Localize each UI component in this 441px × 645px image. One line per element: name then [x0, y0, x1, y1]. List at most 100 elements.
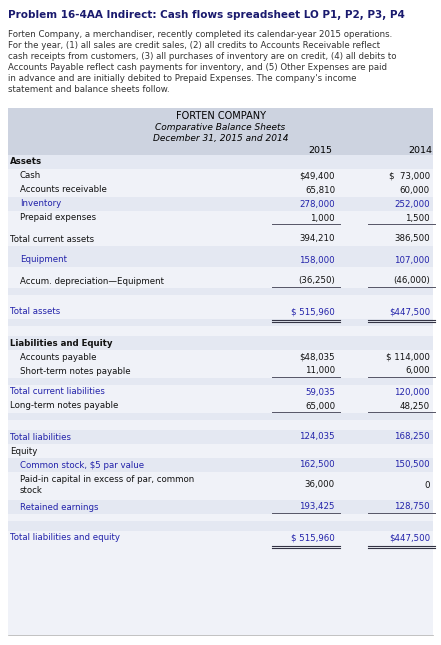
Text: stock: stock [20, 486, 43, 495]
Text: December 31, 2015 and 2014: December 31, 2015 and 2014 [153, 134, 288, 143]
Bar [8, 288, 433, 295]
Bar [8, 305, 433, 319]
Text: 394,210: 394,210 [299, 235, 335, 244]
Text: Total liabilities and equity: Total liabilities and equity [10, 533, 120, 542]
Text: 2014: 2014 [408, 146, 432, 155]
Text: 60,000: 60,000 [400, 186, 430, 195]
Bar [8, 444, 433, 458]
Text: Total current assets: Total current assets [10, 235, 94, 244]
Text: (46,000): (46,000) [393, 277, 430, 286]
Text: Accounts Payable reflect cash payments for inventory, and (5) Other Expenses are: Accounts Payable reflect cash payments f… [8, 63, 387, 72]
Text: Prepaid expenses: Prepaid expenses [20, 213, 96, 223]
Text: $447,500: $447,500 [389, 308, 430, 317]
Text: 158,000: 158,000 [299, 255, 335, 264]
Text: 124,035: 124,035 [299, 433, 335, 441]
Text: 1,500: 1,500 [405, 213, 430, 223]
Text: 36,000: 36,000 [305, 481, 335, 490]
Bar [8, 413, 433, 420]
Text: 59,035: 59,035 [305, 388, 335, 397]
Bar [8, 350, 433, 364]
Bar [8, 253, 433, 267]
Bar [8, 500, 433, 514]
Text: Comparative Balance Sheets: Comparative Balance Sheets [155, 123, 286, 132]
Text: 0: 0 [425, 481, 430, 490]
Text: $447,500: $447,500 [389, 533, 430, 542]
Text: $  73,000: $ 73,000 [389, 172, 430, 181]
Text: 168,250: 168,250 [394, 433, 430, 441]
Text: Inventory: Inventory [20, 199, 61, 208]
Text: 128,750: 128,750 [394, 502, 430, 511]
Text: Total assets: Total assets [10, 308, 60, 317]
Text: Assets: Assets [10, 157, 42, 166]
Text: Accum. depreciation—Equipment: Accum. depreciation—Equipment [20, 277, 164, 286]
Text: in advance and are initially debited to Prepaid Expenses. The company's income: in advance and are initially debited to … [8, 74, 356, 83]
Bar [8, 246, 433, 253]
Bar [8, 521, 433, 531]
Bar [8, 319, 433, 326]
Bar [8, 155, 433, 169]
Text: Cash: Cash [20, 172, 41, 181]
Text: 2015: 2015 [308, 146, 332, 155]
Text: cash receipts from customers, (3) all purchases of inventory are on credit, (4) : cash receipts from customers, (3) all pu… [8, 52, 396, 61]
Bar [8, 232, 433, 246]
Text: 65,810: 65,810 [305, 186, 335, 195]
Text: Accounts receivable: Accounts receivable [20, 186, 107, 195]
Text: 11,000: 11,000 [305, 366, 335, 375]
Text: Retained earnings: Retained earnings [20, 502, 98, 511]
Bar [8, 197, 433, 211]
Bar [8, 211, 433, 225]
Text: Forten Company, a merchandiser, recently completed its calendar-year 2015 operat: Forten Company, a merchandiser, recently… [8, 30, 392, 39]
Text: Short-term notes payable: Short-term notes payable [20, 366, 131, 375]
Text: (36,250): (36,250) [298, 277, 335, 286]
Text: FORTEN COMPANY: FORTEN COMPANY [176, 111, 265, 121]
Bar [8, 225, 433, 232]
Text: $ 515,960: $ 515,960 [291, 533, 335, 542]
Text: Equity: Equity [10, 446, 37, 455]
Text: 386,500: 386,500 [394, 235, 430, 244]
Text: Liabilities and Equity: Liabilities and Equity [10, 339, 112, 348]
Bar [8, 267, 433, 274]
Text: 252,000: 252,000 [394, 199, 430, 208]
Text: Paid-in capital in excess of par, common: Paid-in capital in excess of par, common [20, 475, 194, 484]
Bar [8, 326, 433, 336]
Bar [8, 295, 433, 305]
Text: $ 114,000: $ 114,000 [386, 353, 430, 361]
Text: Total liabilities: Total liabilities [10, 433, 71, 441]
Text: 48,250: 48,250 [400, 401, 430, 410]
Text: Common stock, $5 par value: Common stock, $5 par value [20, 461, 144, 470]
Text: 6,000: 6,000 [405, 366, 430, 375]
Text: 65,000: 65,000 [305, 401, 335, 410]
Text: 1,000: 1,000 [310, 213, 335, 223]
Bar [8, 385, 433, 399]
Text: 278,000: 278,000 [299, 199, 335, 208]
Bar [8, 531, 433, 545]
Bar [8, 545, 433, 635]
Text: 193,425: 193,425 [299, 502, 335, 511]
Bar [8, 274, 433, 288]
Text: 150,500: 150,500 [394, 461, 430, 470]
Text: Accounts payable: Accounts payable [20, 353, 97, 361]
Bar [8, 378, 433, 385]
Text: 162,500: 162,500 [299, 461, 335, 470]
Text: $49,400: $49,400 [299, 172, 335, 181]
Text: $48,035: $48,035 [299, 353, 335, 361]
Bar [8, 364, 433, 378]
Bar [8, 430, 433, 444]
Bar [8, 183, 433, 197]
Bar [8, 108, 433, 155]
Text: 107,000: 107,000 [394, 255, 430, 264]
Bar [8, 420, 433, 430]
Bar [8, 336, 433, 350]
Bar [8, 169, 433, 183]
Text: statement and balance sheets follow.: statement and balance sheets follow. [8, 85, 170, 94]
Text: Equipment: Equipment [20, 255, 67, 264]
Text: $ 515,960: $ 515,960 [291, 308, 335, 317]
Text: Total current liabilities: Total current liabilities [10, 388, 105, 397]
Bar [8, 458, 433, 472]
Text: Long-term notes payable: Long-term notes payable [10, 401, 118, 410]
Text: 120,000: 120,000 [394, 388, 430, 397]
Text: Problem 16-4AA Indirect: Cash flows spreadsheet LO P1, P2, P3, P4: Problem 16-4AA Indirect: Cash flows spre… [8, 10, 405, 20]
Bar [8, 472, 433, 500]
Bar [8, 399, 433, 413]
Bar [8, 514, 433, 521]
